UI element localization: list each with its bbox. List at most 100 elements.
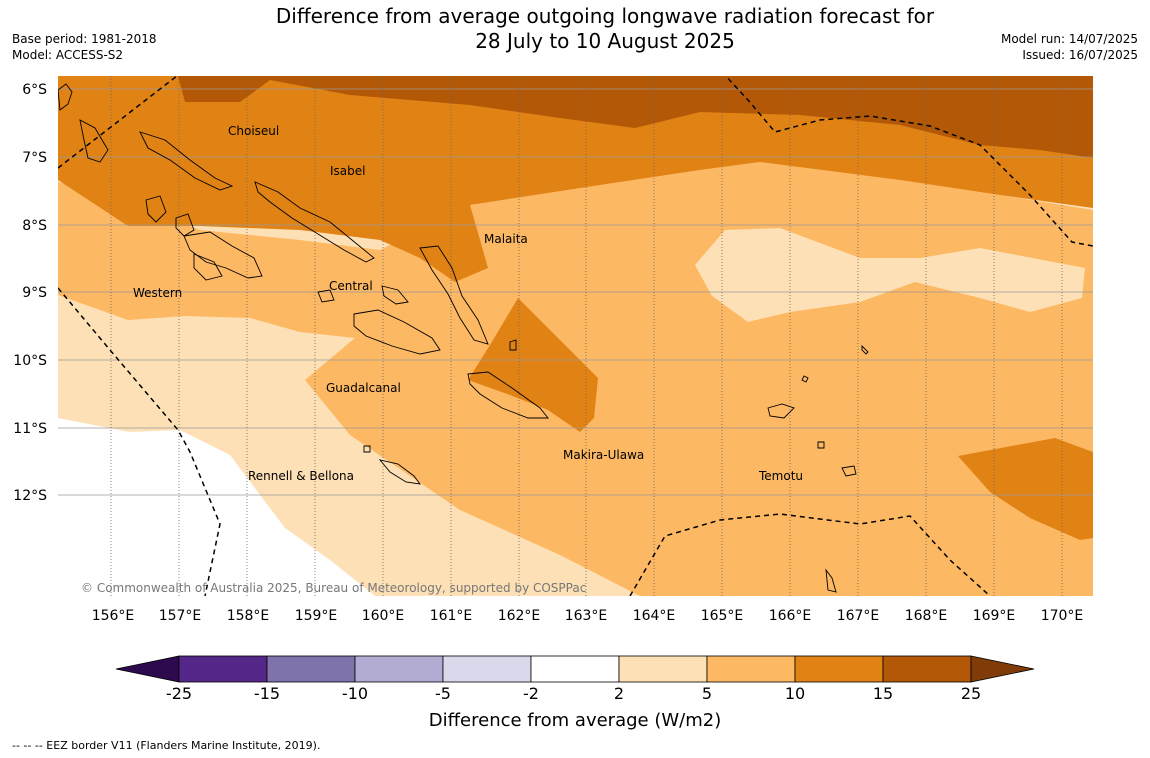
base-period: Base period: 1981-2018 xyxy=(12,32,157,46)
colorbar-segment-9 xyxy=(882,655,972,683)
lon-label-157e: 157°E xyxy=(159,608,202,624)
meta-right: Model run: 14/07/2025 Issued: 16/07/2025 xyxy=(1001,31,1138,63)
colorbar-tick-10: 25 xyxy=(961,684,981,703)
label-central: Central xyxy=(329,279,373,293)
colorbar-tick-9: 15 xyxy=(873,684,893,703)
copyright-notice: © Commonwealth of Australia 2025, Bureau… xyxy=(81,581,586,595)
meta-left: Base period: 1981-2018 Model: ACCESS-S2 xyxy=(12,31,157,63)
lat-label-10s: 10°S xyxy=(13,353,47,369)
title-line-1: Difference from average outgoing longwav… xyxy=(275,4,935,28)
model-name: Model: ACCESS-S2 xyxy=(12,48,124,62)
lon-label-169e: 169°E xyxy=(973,608,1016,624)
map-title: Difference from average outgoing longwav… xyxy=(230,4,980,54)
island-florida xyxy=(381,285,409,305)
colorbar-extend-high xyxy=(970,655,1035,683)
colorbar-tick-2: -15 xyxy=(254,684,280,703)
eez-border-northeast xyxy=(724,76,1093,247)
band-15-25 xyxy=(178,76,1093,158)
colorbar-tick-4: -5 xyxy=(435,684,451,703)
title-line-2: 28 July to 10 August 2025 xyxy=(475,29,735,53)
island-torres xyxy=(825,568,837,593)
label-makira-ulawa: Makira-Ulawa xyxy=(563,448,644,462)
eez-border-southwest xyxy=(58,287,221,596)
colorbar-tick-6: 2 xyxy=(614,684,624,703)
island-vanikoro xyxy=(817,441,825,449)
colorbar-segment-3 xyxy=(354,655,444,683)
island-rennell xyxy=(378,459,422,485)
island-reef xyxy=(801,375,809,383)
island-isabel xyxy=(254,181,375,263)
lat-label-6s: 6°S xyxy=(22,82,47,98)
lon-label-158e: 158°E xyxy=(227,608,270,624)
colorbar-segment-8 xyxy=(794,655,884,683)
colorbar-segment-6 xyxy=(618,655,708,683)
lon-label-160e: 160°E xyxy=(362,608,405,624)
lat-label-11s: 11°S xyxy=(13,421,47,437)
issued-date: Issued: 16/07/2025 xyxy=(1022,48,1138,62)
colorbar-tick-3: -10 xyxy=(342,684,368,703)
lon-label-164e: 164°E xyxy=(633,608,676,624)
lon-label-163e: 163°E xyxy=(565,608,608,624)
label-rennell-bellona: Rennell & Bellona xyxy=(248,469,354,483)
island-bellona xyxy=(363,445,371,453)
island-ulawa xyxy=(509,339,517,351)
label-western: Western xyxy=(133,286,182,300)
island-santa-cruz xyxy=(767,403,795,419)
lon-label-162e: 162°E xyxy=(498,608,541,624)
island-rendova xyxy=(193,253,223,281)
island-duff xyxy=(861,344,869,355)
colorbar-segment-5 xyxy=(530,655,620,683)
band-10-15 xyxy=(58,76,1093,282)
island-vella-lavella xyxy=(145,195,167,223)
colorbar-tick-8: 10 xyxy=(785,684,805,703)
island-malaita xyxy=(419,245,489,345)
lon-label-168e: 168°E xyxy=(905,608,948,624)
island-makira xyxy=(467,371,549,419)
label-isabel: Isabel xyxy=(330,164,365,178)
label-malaita: Malaita xyxy=(484,232,528,246)
band-10-15-central xyxy=(468,298,598,432)
colorbar-tick-1: -25 xyxy=(166,684,192,703)
band-below-2 xyxy=(58,418,375,596)
lon-label-156e: 156°E xyxy=(92,608,135,624)
colorbar-segment-2 xyxy=(266,655,356,683)
latitude-labels: 6°S 7°S 8°S 9°S 10°S 11°S 12°S xyxy=(13,82,47,504)
province-labels: Choiseul Isabel Malaita Western Central … xyxy=(133,124,803,483)
lat-label-7s: 7°S xyxy=(22,150,47,166)
eez-border-northwest xyxy=(58,76,179,169)
lat-label-8s: 8°S xyxy=(22,218,47,234)
island-tikopia xyxy=(841,465,857,477)
lon-label-161e: 161°E xyxy=(430,608,473,624)
lon-label-166e: 166°E xyxy=(769,608,812,624)
lon-label-167e: 167°E xyxy=(837,608,880,624)
colorbar-segment-1 xyxy=(178,655,268,683)
colorbar-tick-labels: -25 -15 -10 -5 -2 2 5 10 15 25 xyxy=(166,684,981,703)
label-choiseul: Choiseul xyxy=(228,124,279,138)
eez-border-southeast xyxy=(629,513,991,596)
lat-label-12s: 12°S xyxy=(13,488,47,504)
colorbar-title: Difference from average (W/m2) xyxy=(429,710,721,731)
island-choiseul xyxy=(139,131,234,191)
band-10-15-southeast xyxy=(958,438,1093,540)
latitude-gridlines xyxy=(58,88,1093,496)
lon-label-165e: 165°E xyxy=(701,608,744,624)
eez-borders xyxy=(58,76,1093,596)
island-bougainville xyxy=(58,83,73,111)
island-russell xyxy=(317,289,335,303)
island-guadalcanal xyxy=(353,309,441,355)
colorbar-extend-low xyxy=(115,655,180,683)
island-kolombangara xyxy=(175,213,195,237)
island-shortland xyxy=(79,119,109,163)
label-guadalcanal: Guadalcanal xyxy=(326,381,401,395)
colorbar-tick-7: 5 xyxy=(702,684,712,703)
colorbar-segment-7 xyxy=(706,655,796,683)
colorbar-segment-4 xyxy=(442,655,532,683)
lat-label-9s: 9°S xyxy=(22,285,47,301)
lon-label-159e: 159°E xyxy=(295,608,338,624)
label-temotu: Temotu xyxy=(758,469,803,483)
lon-label-170e: 170°E xyxy=(1041,608,1084,624)
colorbar xyxy=(115,655,1035,683)
coastlines xyxy=(58,83,869,593)
model-run: Model run: 14/07/2025 xyxy=(1000,32,1138,46)
